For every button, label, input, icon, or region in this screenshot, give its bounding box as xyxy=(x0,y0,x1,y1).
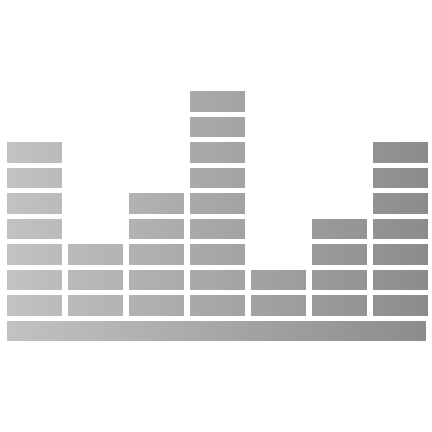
level-block-col3-row4 xyxy=(129,218,184,239)
level-block-col4-row4 xyxy=(190,218,245,239)
level-block-col7-row6 xyxy=(373,167,428,188)
level-block-col4-row5 xyxy=(190,193,245,214)
level-block-col6-row1 xyxy=(312,295,367,316)
level-block-col7-row2 xyxy=(373,269,428,290)
level-block-col5-row2 xyxy=(251,269,306,290)
level-block-col4-row2 xyxy=(190,269,245,290)
level-block-col6-row3 xyxy=(312,244,367,265)
level-block-col1-row6 xyxy=(7,167,62,188)
level-block-col7-row3 xyxy=(373,244,428,265)
level-block-col6-row2 xyxy=(312,269,367,290)
level-block-col3-row1 xyxy=(129,295,184,316)
level-block-col5-row1 xyxy=(251,295,306,316)
level-block-col1-row1 xyxy=(7,295,62,316)
level-block-col4-row3 xyxy=(190,244,245,265)
level-block-col4-row1 xyxy=(190,295,245,316)
level-block-col7-row7 xyxy=(373,142,428,163)
level-block-col1-row4 xyxy=(7,218,62,239)
level-block-col3-row3 xyxy=(129,244,184,265)
level-block-col4-row8 xyxy=(190,116,245,137)
level-block-col1-row3 xyxy=(7,244,62,265)
level-block-col2-row3 xyxy=(68,244,123,265)
level-block-col1-row5 xyxy=(7,193,62,214)
level-block-col4-row6 xyxy=(190,167,245,188)
equalizer-baseline-bar xyxy=(7,321,426,341)
level-block-col6-row4 xyxy=(312,218,367,239)
level-block-col4-row7 xyxy=(190,142,245,163)
level-block-col2-row1 xyxy=(68,295,123,316)
level-block-col4-row9 xyxy=(190,91,245,112)
level-block-col1-row2 xyxy=(7,269,62,290)
level-block-col3-row5 xyxy=(129,193,184,214)
level-block-col1-row7 xyxy=(7,142,62,163)
level-block-col2-row2 xyxy=(68,269,123,290)
level-block-col7-row4 xyxy=(373,218,428,239)
level-block-col7-row1 xyxy=(373,295,428,316)
level-block-col7-row5 xyxy=(373,193,428,214)
level-block-col3-row2 xyxy=(129,269,184,290)
